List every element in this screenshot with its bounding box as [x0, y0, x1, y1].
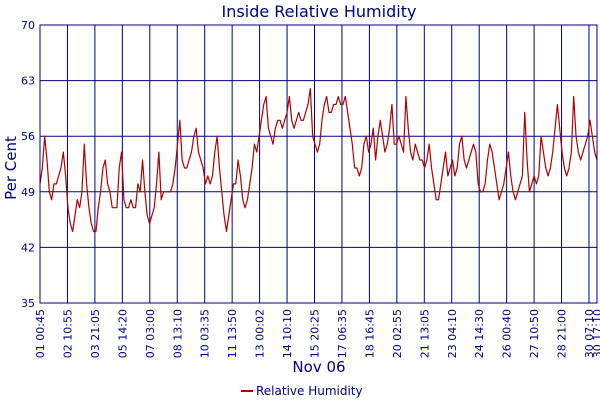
plot-border [39, 24, 598, 304]
x-tick-label: 15 20:25 [309, 309, 322, 358]
x-tick-label: 14 10:10 [281, 309, 294, 358]
y-tick-label: 70 [21, 19, 35, 32]
x-tick-label: 30 07:10 [583, 309, 596, 358]
x-tick-label: 08 13:10 [171, 309, 184, 358]
x-tick-labels: 01 00:45 02 10:55 03 21:05 05 14:20 07 03:00… [34, 309, 600, 358]
y-tick-label: 35 [21, 297, 35, 310]
x-tick-label: 23 04:10 [446, 309, 459, 358]
x-tick-label: 01 00:45 [34, 309, 47, 358]
legend: Relative Humidity [241, 384, 363, 398]
x-tick-label: 28 21:00 [556, 309, 569, 358]
x-tick-label: 20 02:55 [391, 309, 404, 358]
x-tick-label: 05 14:20 [116, 309, 129, 358]
x-tick-label: 27 10:50 [528, 309, 541, 358]
y-tick-label: 49 [21, 186, 35, 199]
x-tick-label: 24 14:30 [473, 309, 486, 358]
x-tick-label: 10 03:35 [199, 309, 212, 358]
x-tick-label: 26 00:40 [501, 309, 514, 358]
x-axis-label: Nov 06 [292, 358, 345, 376]
chart-title: Inside Relative Humidity [222, 2, 417, 21]
grid-layer [40, 25, 597, 303]
legend-label: Relative Humidity [256, 384, 363, 398]
y-tick-label: 42 [21, 241, 35, 254]
series-layer [39, 87, 598, 233]
y-tick-label: 56 [21, 130, 35, 143]
x-tick-label: 03 21:05 [89, 309, 102, 358]
series-line-relative-humidity [39, 87, 598, 233]
x-tick-label: 30 17:10 [591, 309, 600, 358]
x-tick-label: 13 00:02 [254, 309, 267, 358]
x-tick-label: 18 16:45 [363, 309, 376, 358]
y-axis-label: Per Cent [2, 136, 20, 200]
x-tick-label: 17 06:35 [336, 309, 349, 358]
x-tick-label: 02 10:55 [61, 309, 74, 358]
x-tick-label: 21 13:05 [418, 309, 431, 358]
x-tick-label: 07 03:00 [144, 309, 157, 358]
x-tick-label: 11 13:50 [226, 309, 239, 358]
y-tick-labels: 35 42 49 56 63 70 [21, 19, 35, 310]
y-tick-label: 63 [21, 75, 35, 88]
